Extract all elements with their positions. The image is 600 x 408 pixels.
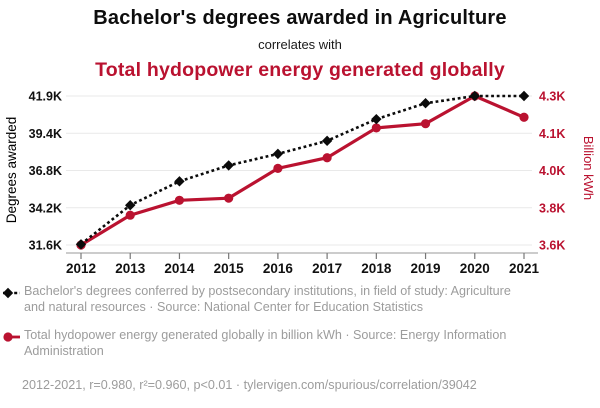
red-circle-solid-line-icon	[3, 332, 20, 342]
legend-label-hydropower: Total hydopower energy generated globall…	[24, 327, 507, 358]
x-axis-tick-label: 2016	[263, 261, 294, 276]
circle-marker	[420, 119, 431, 129]
chart-legend: Bachelor's degrees conferred by postseco…	[2, 284, 594, 372]
circle-marker	[174, 195, 185, 205]
x-axis-tick-label: 2018	[361, 261, 392, 276]
black-diamond-dashed-line-icon	[2, 287, 20, 299]
diamond-marker	[272, 148, 284, 160]
diamond-marker	[321, 135, 333, 147]
series-line	[80, 94, 524, 246]
left-axis-tick-label: 31.6K	[29, 239, 62, 253]
left-axis-tick-label: 34.2K	[29, 201, 62, 215]
left-axis-title: Degrees awarded	[4, 117, 19, 224]
title-connector: correlates with	[258, 37, 342, 52]
x-axis-tick-label: 2020	[460, 261, 490, 276]
circle-marker	[371, 123, 381, 133]
diamond-marker	[223, 160, 234, 171]
x-axis-tick-label: 2019	[411, 261, 441, 276]
circle-marker	[125, 210, 135, 220]
secondary-title: Total hydopower energy generated globall…	[95, 59, 505, 81]
circle-marker	[273, 163, 283, 173]
x-axis-tick-label: 2017	[312, 261, 342, 276]
legend-item-hydropower: Total hydopower energy generated globall…	[2, 328, 594, 360]
x-axis-tick-label: 2012	[66, 261, 96, 276]
diamond-marker	[75, 239, 87, 250]
left-axis-tick-label: 41.9K	[29, 90, 62, 104]
diamond-marker	[518, 90, 530, 102]
right-axis-tick-label: 3.6K	[539, 239, 565, 253]
chart-canvas: 41.9K 4.3K 39.4K 4.1K 36.8K 4.0K 34.2K 3.8K 31.6…	[4, 90, 596, 277]
diamond-marker	[125, 200, 136, 211]
right-axis-title: Billion kWh	[581, 136, 596, 200]
diamond-marker	[371, 113, 382, 125]
diamond-marker	[420, 98, 431, 109]
series-line	[80, 94, 525, 247]
x-axis-tick-label: 2014	[164, 261, 195, 276]
diamond-marker	[174, 176, 185, 187]
left-axis-tick-label: 39.4K	[29, 127, 62, 141]
diamond-marker	[469, 90, 480, 102]
x-axis-tick-label: 2013	[115, 261, 146, 276]
page-title: Bachelor's degrees awarded in Agricultur…	[93, 7, 507, 29]
circle-marker	[224, 193, 234, 203]
legend-item-degrees: Bachelor's degrees conferred by postseco…	[2, 284, 594, 316]
x-axis-tick-label: 2015	[214, 261, 245, 276]
x-axis-tick-label: 2021	[509, 261, 540, 276]
circle-marker	[322, 153, 332, 163]
chart-header: Bachelor's degrees awarded in Agricultur…	[0, 7, 600, 82]
right-axis-tick-label: 4.0K	[539, 164, 565, 178]
legend-label-degrees: Bachelor's degrees conferred by postseco…	[24, 284, 511, 314]
right-axis-tick-label: 3.8K	[539, 201, 565, 215]
left-axis-tick-label: 36.8K	[29, 164, 62, 178]
circle-marker	[519, 112, 529, 122]
right-axis-tick-label: 4.3K	[539, 90, 565, 104]
correlation-stats: 2012-2021, r=0.980, r²=0.960, p<0.01 · t…	[22, 378, 477, 392]
right-axis-tick-label: 4.1K	[539, 127, 565, 141]
